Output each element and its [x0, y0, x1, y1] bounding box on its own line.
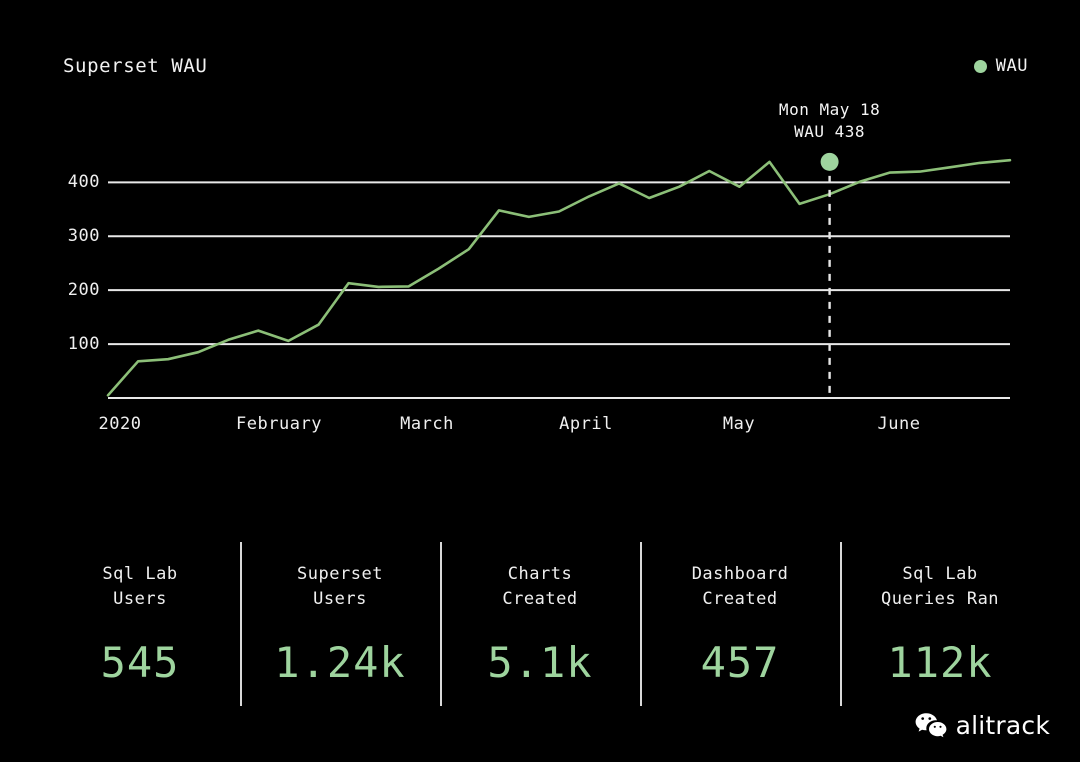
kpi-card: Charts Created 5.1k	[440, 540, 640, 710]
kpi-row: Sql Lab Users 545 Superset Users 1.24k Chart…	[40, 540, 1040, 710]
kpi-card: Superset Users 1.24k	[240, 540, 440, 710]
y-axis-tick-label: 400	[67, 172, 100, 193]
chart-gridlines	[108, 181, 1010, 346]
kpi-value: 5.1k	[487, 638, 593, 687]
kpi-value: 545	[100, 638, 180, 687]
kpi-label: Sql Lab Queries Ran	[880, 564, 1000, 609]
kpi-label: Sql Lab Users	[102, 564, 178, 609]
chart-canvas	[106, 152, 1012, 399]
kpi-value: 1.24k	[274, 638, 406, 687]
kpi-label: Superset Users	[297, 564, 383, 609]
kpi-label: Dashboard Created	[691, 564, 789, 609]
kpi-value: 112k	[887, 638, 993, 687]
x-axis-tick-label: 2020	[98, 414, 142, 434]
x-axis-tick-label: June	[877, 414, 921, 434]
chart-legend: WAU	[973, 56, 1028, 76]
wechat-icon	[915, 712, 946, 737]
watermark: alitrack	[915, 711, 1050, 740]
x-axis-tick-label: May	[722, 414, 756, 434]
wau-series-line	[106, 158, 1012, 397]
annotation-line-2: WAU 438	[794, 121, 866, 141]
y-axis-tick-label: 200	[67, 280, 100, 301]
watermark-text: alitrack	[955, 711, 1050, 740]
legend-dot-icon	[973, 59, 987, 73]
annotation-line-1: Mon May 18	[778, 99, 881, 119]
x-axis-tick-label: March	[400, 414, 454, 434]
kpi-label: Charts Created	[502, 564, 578, 609]
x-axis-tick-label: February	[236, 414, 322, 434]
kpi-card: Sql Lab Queries Ran 112k	[840, 540, 1040, 710]
kpi-value: 457	[700, 638, 780, 687]
y-axis-tick-label: 100	[67, 334, 100, 355]
kpi-card: Sql Lab Users 545	[40, 540, 240, 710]
annotation-label: Mon May 18 WAU 438	[779, 99, 880, 143]
kpi-card: Dashboard Created 457	[640, 540, 840, 710]
y-axis-tick-label: 300	[67, 226, 100, 247]
wau-line-chart: 100 200 300 400 2020 February March April May Ju…	[0, 0, 1080, 444]
x-axis: 2020 February March April May June	[0, 414, 1080, 444]
x-axis-tick-label: April	[559, 414, 613, 434]
annotation-marker	[820, 152, 839, 171]
y-axis: 100 200 300 400	[42, 0, 100, 420]
page-title: Superset WAU	[63, 55, 208, 77]
legend-label: WAU	[995, 56, 1028, 76]
